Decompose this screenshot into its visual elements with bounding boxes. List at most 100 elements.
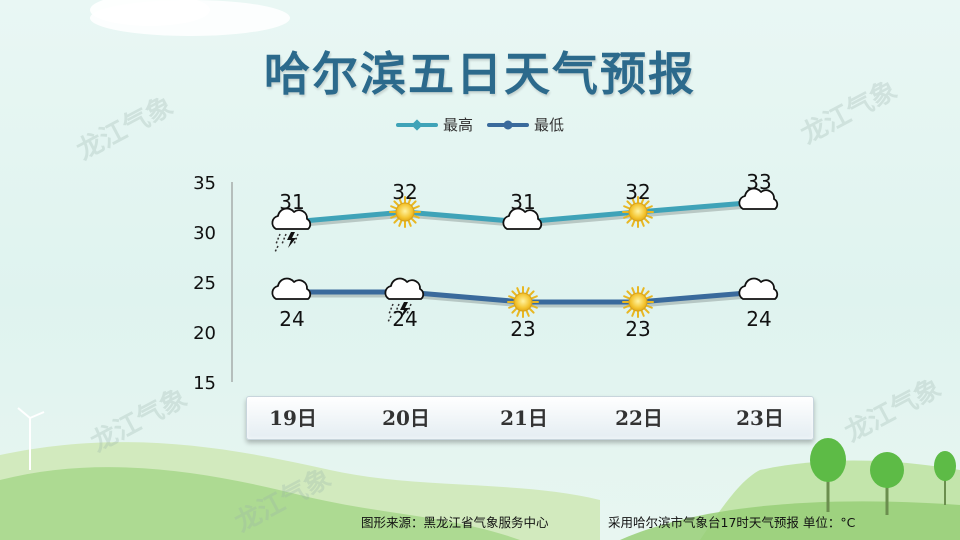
sun-ray [528,307,535,314]
sun-ray [508,295,516,300]
day-category-bar: 19日 20日 21日 22日 23日 [246,396,814,440]
high-temp-label: 31 [279,190,304,214]
sun-ray [530,295,538,300]
page-title: 哈尔滨五日天气预报 [264,47,696,101]
sun-ray [626,217,633,224]
sun-ray [393,200,400,207]
sun-ray [407,197,412,205]
footer-note: 采用哈尔滨市气象台17时天气预报 单位：°C [608,515,856,530]
sun-ray [528,290,535,297]
legend-line-low-icon [487,120,529,129]
sun-ray [640,219,645,227]
sun-ray [631,219,636,227]
cloud-shape [502,207,543,230]
y-tick-label: 20 [193,323,216,344]
high-temp-label: 32 [625,180,650,204]
sun-ray [412,205,420,210]
cloud-shape [271,207,312,230]
sun-ray [626,200,633,207]
cloud-icon [738,187,779,210]
sun-ray [623,295,631,300]
low-temp-label: 24 [279,307,304,331]
cloud-icon [271,277,312,300]
sun-ray [631,309,636,317]
sun-icon [622,196,654,228]
rain-streak [387,315,392,323]
sun-ray [631,287,636,295]
sun-ray [508,304,516,309]
rain-streak [281,233,287,245]
sun-icon [389,196,421,228]
cloud-icon [502,207,543,230]
y-tick-label: 35 [193,173,216,194]
y-tick-label: 15 [193,373,216,394]
low-temp-label: 23 [510,317,535,341]
sun-ray [623,205,631,210]
sun-ray [525,309,530,317]
footer-source: 图形来源：黑龙江省气象服务中心 [361,515,549,530]
sun-disc [628,292,648,312]
rain-streak [274,245,279,253]
sun-disc [628,202,648,222]
legend-item-low: 最低 [487,114,564,135]
sun-ray [626,290,633,297]
rain-streak [394,303,400,315]
legend-item-high: 最高 [395,114,473,135]
y-tick-label: 25 [193,273,216,294]
sun-ray [516,287,521,295]
y-tick-label: 30 [193,223,216,244]
sun-ray [390,214,398,219]
sun-ray [640,309,645,317]
low-temp-label: 23 [625,317,650,341]
chart-legend: 最高 最低 [0,114,960,135]
sun-ray [393,217,400,224]
sun-ray [645,295,653,300]
sun-ray [525,287,530,295]
sun-ray [530,304,538,309]
cloud-shape [738,187,779,210]
day-label: 22日 [615,406,663,430]
lightning-bolt [287,232,296,248]
sun-ray [643,200,650,207]
sun-ray [643,217,650,224]
sun-ray [631,197,636,205]
cloud-shape [384,277,425,300]
sun-ray [645,214,653,219]
high-temp-label: 33 [746,170,771,194]
sun-ray [412,214,420,219]
sun-ray [390,205,398,210]
sun-ray [640,197,645,205]
sun-ray [398,197,403,205]
day-label: 21日 [500,406,548,430]
day-label: 19日 [269,406,317,430]
cloud-icon [738,277,779,300]
sun-ray [643,290,650,297]
legend-label-low: 最低 [534,116,565,134]
sun-ray [398,219,403,227]
sun-ray [511,290,518,297]
low-temp-label: 24 [746,307,771,331]
sun-ray [643,307,650,314]
high-temp-label: 31 [510,190,535,214]
day-label: 20日 [382,406,430,430]
sun-ray [640,287,645,295]
sun-ray [407,219,412,227]
sun-ray [623,214,631,219]
sun-disc [395,202,415,222]
sun-ray [516,309,521,317]
sun-ray [645,304,653,309]
legend-label-high: 最高 [442,116,473,134]
sun-icon [622,286,654,318]
cloud-shape [738,277,779,300]
sun-ray [623,304,631,309]
sun-ray [410,200,417,207]
thunderstorm-icon [384,277,425,323]
sun-ray [410,217,417,224]
sun-ray [511,307,518,314]
rain-streak [388,303,394,315]
cloud-shape [271,277,312,300]
sun-ray [626,307,633,314]
thunderstorm-icon [271,207,312,253]
